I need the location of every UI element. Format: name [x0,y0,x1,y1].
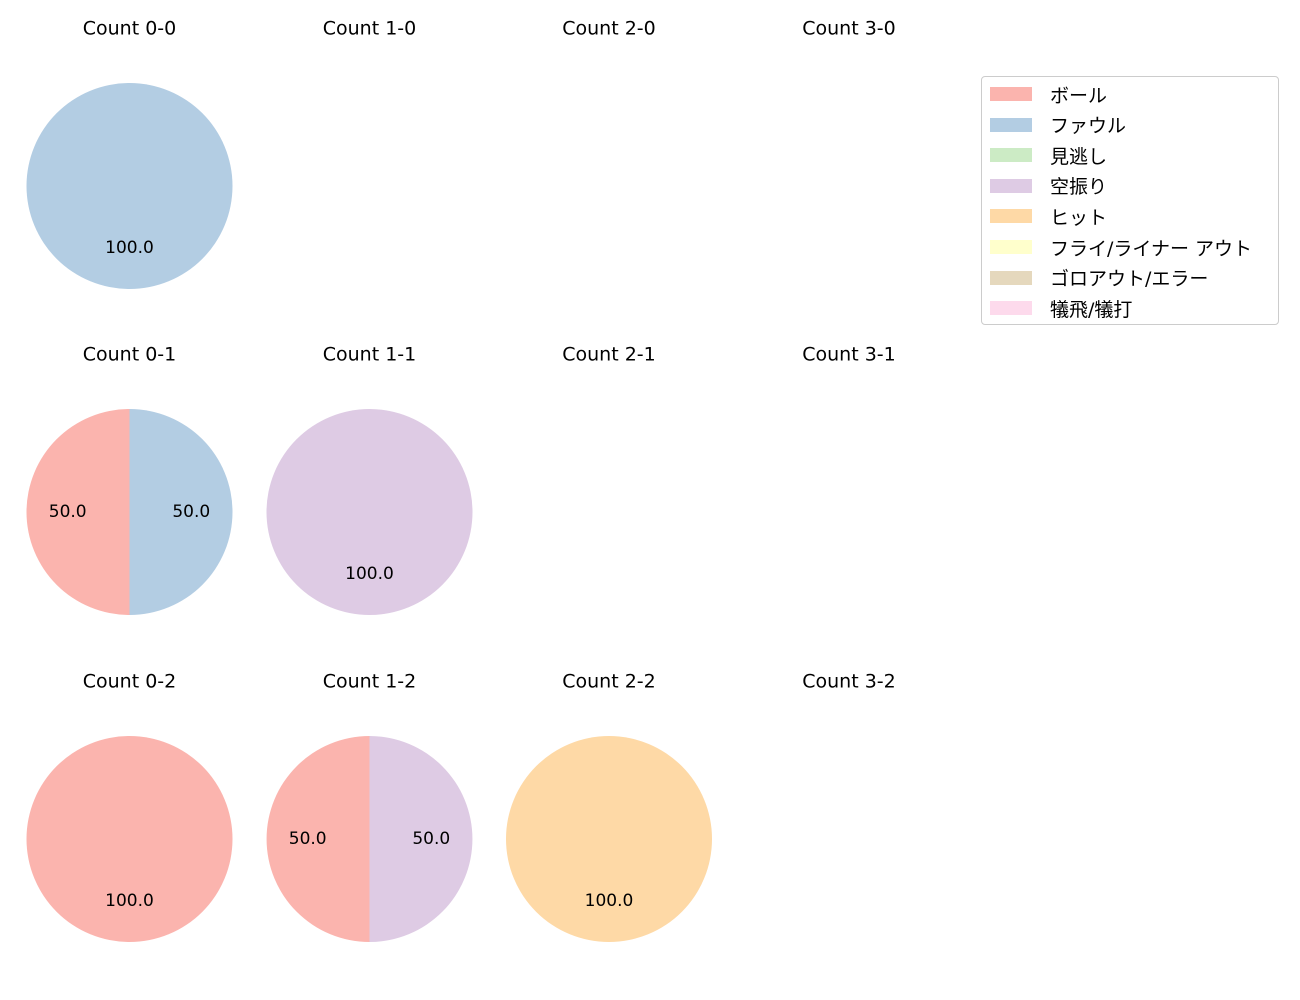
legend-label: 犠飛/犠打 [1050,298,1133,321]
pie-panel: Count 3-2 [802,671,896,693]
pie-panel: Count 0-1 50.0 50.0 [26,344,233,615]
legend-label: ボール [1050,84,1108,107]
slice-percent-label: 50.0 [49,502,87,522]
pie-panel: Count 2-0 [562,18,656,40]
legend-label: 見逃し [1050,145,1108,168]
legend-item: 見逃し [990,140,1107,170]
pie-panel: Count 2-1 [562,344,656,366]
legend-label: ファウル [1050,115,1127,138]
pie-title: Count 2-2 [562,671,656,693]
pie-panel: Count 0-0 100.0 [26,18,233,289]
legend-swatch [990,87,1032,101]
legend-item: ヒット [990,201,1107,231]
legend-swatch [990,178,1032,193]
legend-item: ゴロアウト/エラー [990,263,1208,293]
pie-title: Count 2-1 [562,344,656,366]
pie-title: Count 0-2 [83,671,177,693]
legend-item: ボール [990,79,1107,109]
pie-panel: Count 1-1 100.0 [266,344,473,615]
slice-percent-label: 50.0 [412,829,450,849]
slice-percent-label: 100.0 [345,564,394,584]
pie-slice [266,409,473,615]
pie-title: Count 1-1 [323,344,417,366]
legend-swatch [990,240,1032,254]
slice-percent-label: 50.0 [172,502,210,522]
legend-swatch [990,301,1032,316]
pie-title: Count 0-0 [83,18,177,40]
legend-swatch [990,270,1032,285]
pie-slice [266,736,370,942]
chart-legend: ボールファウル見逃し空振りヒットフライ/ライナー アウト ゴロアウト/エラー 犠飛/… [981,76,1279,325]
pie-panel: Count 2-2 100.0 [506,671,712,942]
pie-panel: Count 1-0 [323,18,417,40]
legend-item: 空振り [990,171,1107,201]
legend-label: ゴロアウト/エラー [1050,268,1209,291]
legend-item: 犠飛/犠打 [990,293,1132,323]
legend-swatch [990,148,1032,163]
pie-panel: Count 1-2 50.0 50.0 [266,671,473,942]
pie-slice [26,409,130,615]
slice-percent-label: 100.0 [105,238,154,258]
pie-title: Count 1-2 [323,671,417,693]
slice-percent-label: 50.0 [289,829,327,849]
legend-swatch [990,209,1032,224]
slice-percent-label: 100.0 [585,891,634,911]
pie-title: Count 2-0 [562,18,656,40]
pie-title: Count 3-0 [802,18,896,40]
pie-title: Count 3-2 [802,671,896,693]
pie-slice [506,736,712,942]
pie-panel: Count 3-1 [802,344,896,366]
pie-title: Count 3-1 [802,344,896,366]
pie-panel: Count 3-0 [802,18,896,40]
pie-slice [129,409,233,615]
legend-item: フライ/ライナー アウト [990,232,1252,262]
legend-swatch [990,117,1032,132]
pie-title: Count 0-1 [83,344,177,366]
slice-percent-label: 100.0 [105,891,154,911]
pie-title: Count 1-0 [323,18,417,40]
pie-slice [369,736,473,942]
pie-slice [26,736,233,942]
pie-slice [26,83,233,289]
legend-label: ヒット [1050,206,1108,229]
pie-panel: Count 0-2 100.0 [26,671,233,942]
legend-item: ファウル [990,110,1126,140]
legend-label: フライ/ライナー アウト [1050,237,1253,260]
legend-label: 空振り [1050,176,1108,199]
